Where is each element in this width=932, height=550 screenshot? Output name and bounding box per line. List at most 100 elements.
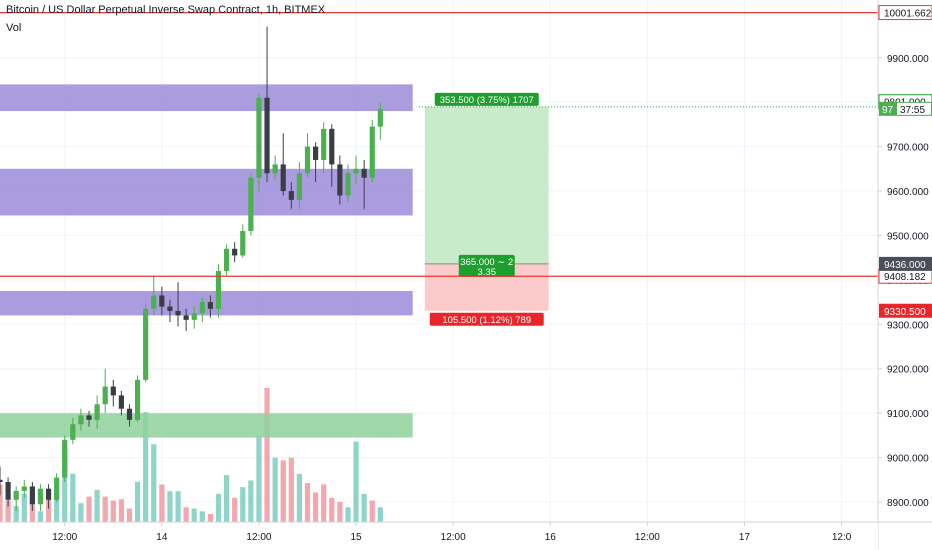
volume-bar <box>21 493 27 522</box>
time-tick-label: 16 <box>545 532 557 543</box>
volume-bar <box>337 501 343 522</box>
entry-price-label: 9436.000 <box>884 260 926 271</box>
volume-bar <box>256 436 262 522</box>
candle-body <box>240 231 246 256</box>
volume-label: Vol <box>6 22 22 34</box>
volume-bar <box>304 483 311 522</box>
zones <box>0 84 413 438</box>
candle-body <box>264 97 270 174</box>
chart-title: Bitcoin / US Dollar Perpetual Inverse Sw… <box>6 4 326 16</box>
candle-body <box>337 164 343 196</box>
candle-body <box>175 310 181 316</box>
line-price-label: 9408.182 <box>884 272 926 283</box>
volume-bar <box>159 484 165 522</box>
candle-body <box>134 379 141 420</box>
volume-bar <box>102 496 108 522</box>
volume-bar <box>191 508 197 522</box>
volume-bar <box>280 460 286 522</box>
volume-bar <box>329 497 335 522</box>
volume-bar <box>151 444 157 522</box>
volume-bar <box>0 484 3 522</box>
stop-label-box <box>429 312 544 326</box>
stop-label: 105.500 (1.12%) 789 <box>442 315 531 326</box>
time-axis[interactable]: 12:00 14 12:00 15 12:00 16 12:00 17 12:0 <box>0 521 932 550</box>
volume-bar <box>288 457 294 522</box>
volume-bar <box>223 475 230 522</box>
horizontal-lines[interactable] <box>0 11 878 277</box>
price-axis[interactable]: 9900.0009800.0009700.0009600.0009500.000… <box>877 0 932 550</box>
candle-body <box>256 97 262 178</box>
volume-bar <box>94 489 100 522</box>
candle-body <box>329 128 335 165</box>
candle-body <box>377 108 383 127</box>
volume-bar <box>272 457 278 522</box>
stop-price-label: 9330.500 <box>884 307 926 318</box>
lower-zone <box>0 290 413 316</box>
candle-body <box>118 395 124 409</box>
candle-body <box>70 424 76 440</box>
volume-bar <box>199 511 205 522</box>
volume-bar <box>37 511 44 522</box>
volume-bar <box>175 491 181 522</box>
long-position-tool[interactable]: 353.500 (3.75%) 1707 365.000 ∼ 23.35 105.5… <box>418 92 878 326</box>
volume-bar <box>45 499 52 522</box>
time-tick-label: 17 <box>739 532 751 543</box>
candle-body <box>215 270 222 309</box>
time-tick-label: 12:00 <box>635 532 660 543</box>
candle-body <box>5 482 11 500</box>
price-tick-label: 9100.000 <box>887 409 929 420</box>
volume-bar <box>215 493 222 522</box>
volume-bar <box>110 500 116 522</box>
price-tick-label: 9500.000 <box>887 231 929 242</box>
volume-bar <box>5 500 11 522</box>
time-tick-label: 15 <box>350 532 362 543</box>
candle-body <box>102 386 108 405</box>
candle-body <box>143 308 149 380</box>
candle-body <box>78 415 84 425</box>
target-area <box>424 106 549 264</box>
candle-body <box>29 486 35 505</box>
time-tick-label: 12:00 <box>52 532 77 543</box>
candle-body <box>62 439 68 478</box>
candle-body <box>126 408 133 420</box>
volume-bar <box>321 484 327 522</box>
volume-bar <box>207 513 213 522</box>
countdown-badge <box>897 102 931 115</box>
candle-body <box>248 177 254 232</box>
volume-bar <box>13 505 19 522</box>
supply-zone <box>0 84 413 112</box>
candle-body <box>110 386 116 396</box>
volume-bar <box>232 497 238 522</box>
candle-body <box>353 168 359 174</box>
volume-bar <box>167 491 173 522</box>
candle-body <box>232 248 238 256</box>
candle-body <box>313 146 319 160</box>
time-axis-bg <box>0 522 878 550</box>
candle-body <box>304 146 311 174</box>
candle-body <box>272 164 278 174</box>
volume-bar <box>70 473 76 522</box>
entry-label-box <box>458 254 515 277</box>
volume-bar <box>62 448 68 522</box>
target-label: 353.500 (3.75%) 1707 <box>440 95 534 106</box>
time-tick-label: 12:0 <box>832 532 852 543</box>
candle-body <box>288 191 294 200</box>
candle-body <box>13 490 19 500</box>
time-tick-label: 12:00 <box>246 532 271 543</box>
line-price-badge <box>878 5 932 21</box>
candle-body <box>159 295 165 307</box>
volume-bar <box>126 508 133 522</box>
candle-body <box>167 306 173 311</box>
volume-bar <box>377 507 383 522</box>
entry-label-line2: 3.35 <box>477 267 496 278</box>
entry-price-badge <box>879 256 932 271</box>
candle-body <box>223 248 230 271</box>
time-tick-label: 12:00 <box>441 532 466 543</box>
volume-bar <box>248 480 254 522</box>
candle-body <box>37 488 44 505</box>
price-tick-label: 9200.000 <box>887 365 929 376</box>
candle-body <box>183 315 189 320</box>
candle-body <box>199 302 205 314</box>
candle-body <box>369 126 375 178</box>
